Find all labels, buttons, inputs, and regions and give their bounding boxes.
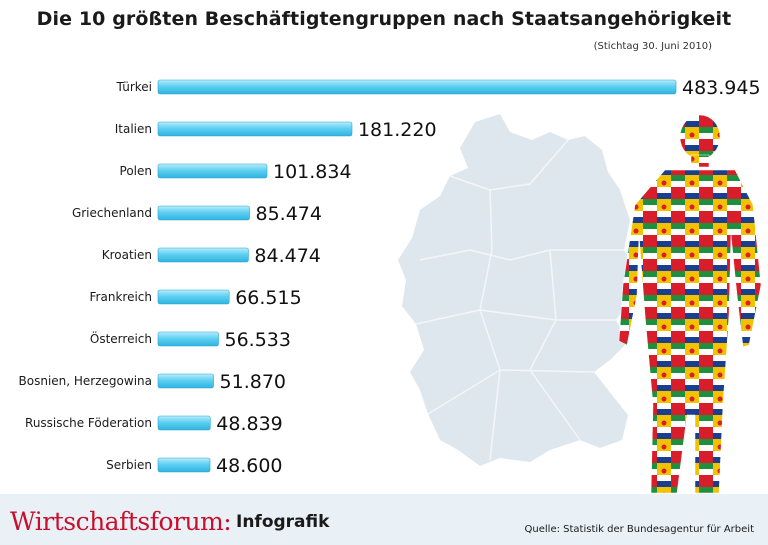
category-label: Bosnien, Herzegowina [19,374,152,388]
bar [157,373,214,389]
category-label: Polen [120,164,152,178]
value-label: 84.474 [254,245,320,267]
bar [157,121,353,137]
bar [157,205,250,221]
value-label: 48.839 [216,413,282,435]
category-label: Serbien [106,458,152,472]
bar [157,331,219,347]
value-label: 48.600 [216,455,282,477]
footer: Wirtschaftsforum: Infografik Quelle: Sta… [0,494,768,545]
bar [157,247,249,263]
category-label: Russische Föderation [25,416,152,430]
category-label: Türkei [116,80,152,94]
category-label: Italien [115,122,152,136]
category-label: Frankreich [90,290,152,304]
chart-title: Die 10 größten Beschäftigtengruppen nach… [36,8,732,30]
bar [157,163,268,179]
source-note: Quelle: Statistik der Bundesagentur für … [524,524,754,535]
value-label: 181.220 [358,119,437,141]
flag-person-illustration [618,115,762,494]
value-label: 51.870 [220,371,286,393]
value-label: 101.834 [273,161,352,183]
bar [157,415,211,431]
value-label: 56.533 [225,329,291,351]
value-label: 85.474 [255,203,321,225]
germany-map-illustration [398,114,636,466]
category-label: Griechenland [72,206,152,220]
bar [157,79,677,95]
category-label: Österreich [90,330,152,346]
value-label: 66.515 [235,287,301,309]
bar [157,289,230,305]
chart-subtitle: (Stichtag 30. Juni 2010) [593,41,712,52]
category-label: Kroatien [102,248,152,262]
brand-logo-text: Wirtschaftsforum: [10,507,232,536]
value-label: 483.945 [682,77,761,99]
brand-subtitle: Infografik [236,512,330,532]
bar [157,457,211,473]
bar-chart: Türkei 483.945 Italien 181.220 Polen 101.834 G… [19,77,761,477]
